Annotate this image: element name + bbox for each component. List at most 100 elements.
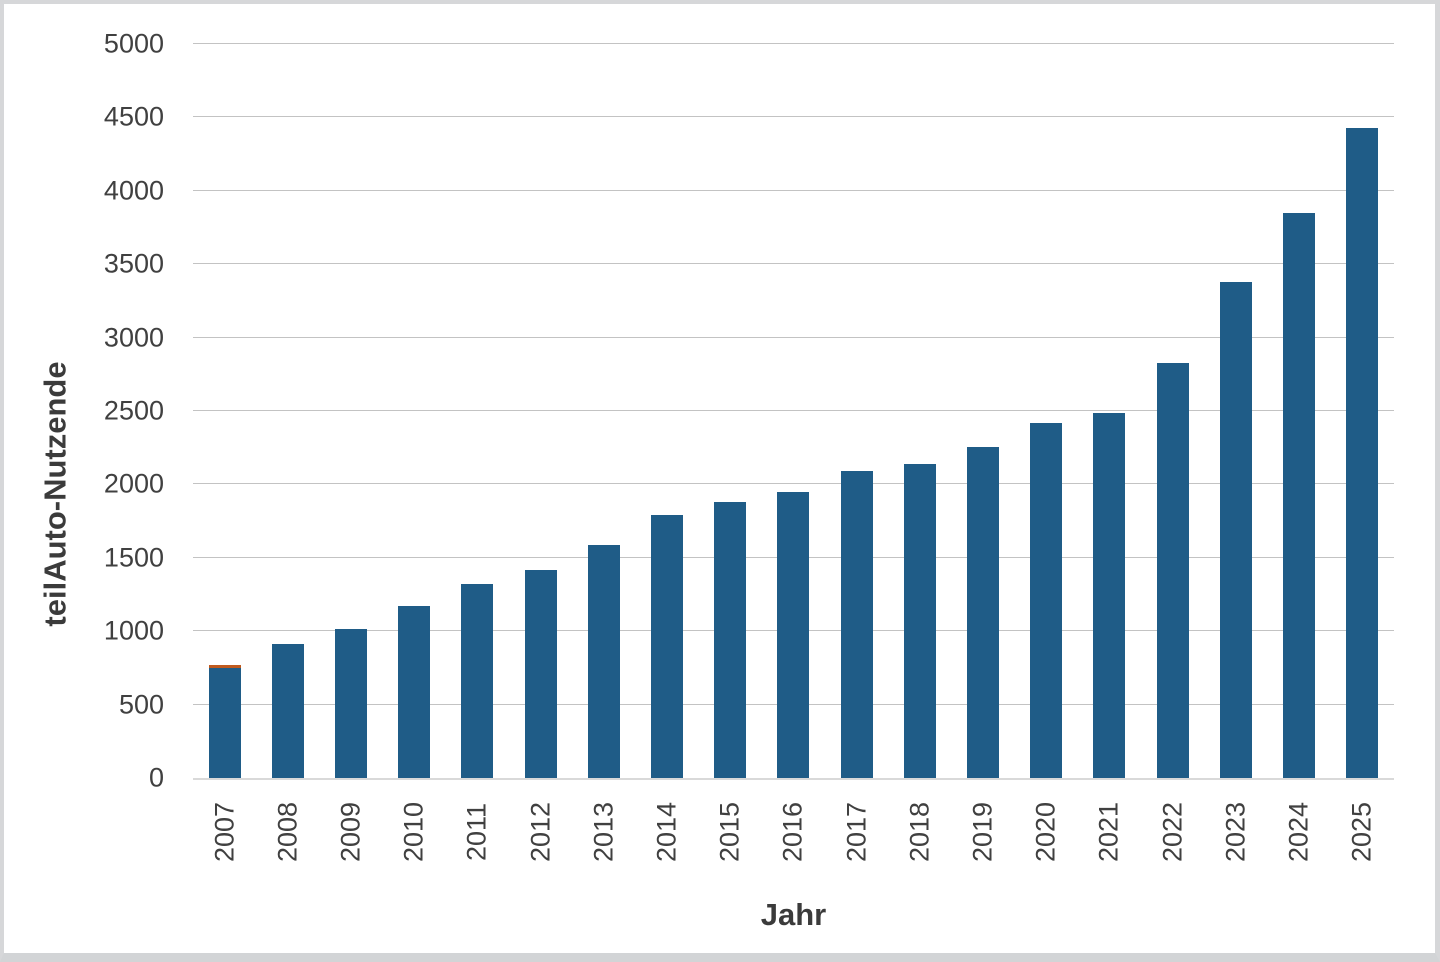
bar-slot: [762, 44, 825, 778]
x-tick-label: 2022: [1157, 801, 1188, 863]
bar-2008: [271, 643, 304, 778]
x-tick-label: 2013: [588, 801, 619, 863]
bar-2024: [1283, 212, 1316, 778]
bar-slot: [319, 44, 382, 778]
x-tick-slot: 2013: [572, 784, 635, 880]
gridline: [193, 116, 1394, 118]
y-tick-label: 1500: [103, 542, 164, 573]
x-tick-slot: 2025: [1331, 784, 1394, 880]
y-tick-label: 4500: [103, 101, 164, 132]
x-tick-slot: 2011: [446, 784, 509, 880]
x-tick-slot: 2012: [509, 784, 572, 880]
y-tick-label: 4000: [103, 175, 164, 206]
bar-slot: [1204, 44, 1267, 778]
x-tick-label: 2012: [525, 801, 556, 863]
bar-slot: [446, 44, 509, 778]
x-tick-slot: 2008: [256, 784, 319, 880]
bar-slot: [888, 44, 951, 778]
x-tick-label: 2008: [272, 801, 303, 863]
bar-2018: [903, 463, 936, 778]
y-tick-label: 500: [118, 689, 164, 720]
x-tick-label: 2018: [904, 801, 935, 863]
plot-area: [193, 43, 1394, 780]
bar-2014: [651, 514, 684, 778]
x-axis-title: Jahr: [760, 897, 827, 932]
bar-slot: [1141, 44, 1204, 778]
x-tick-slot: 2018: [888, 784, 951, 880]
x-tick-label: 2019: [967, 801, 998, 863]
x-tick-slot: 2009: [319, 784, 382, 880]
y-tick-label: 3500: [103, 248, 164, 279]
x-tick-label: 2010: [398, 801, 429, 863]
bar-2022: [1156, 362, 1189, 778]
bar-slot: [635, 44, 698, 778]
x-tick-label: 2007: [209, 801, 240, 863]
bar-slot: [951, 44, 1014, 778]
bar-slot: [383, 44, 446, 778]
y-tick-label: 5000: [103, 28, 164, 59]
x-tick-slot: 2021: [1078, 784, 1141, 880]
x-tick-label: 2014: [651, 801, 682, 863]
x-tick-label: 2020: [1030, 801, 1061, 863]
gridline: [193, 43, 1394, 44]
x-tick-slot: 2017: [825, 784, 888, 880]
bar-2010: [398, 606, 431, 778]
x-tick-slot: 2024: [1267, 784, 1330, 880]
x-tick-slot: 2023: [1204, 784, 1267, 880]
x-tick-label: 2009: [335, 801, 366, 863]
bar-slot: [1015, 44, 1078, 778]
bar-slot: [1078, 44, 1141, 778]
x-tick-slot: 2010: [383, 784, 446, 880]
bar-slot: [509, 44, 572, 778]
y-tick-label: 3000: [103, 322, 164, 353]
y-tick-label: 2500: [103, 395, 164, 426]
x-tick-label: 2017: [841, 801, 872, 863]
bar-2019: [967, 446, 1000, 778]
bar-2015: [714, 502, 747, 778]
gridline: [193, 483, 1394, 485]
x-tick-label: 2024: [1283, 801, 1314, 863]
y-axis-labels: 0 500 1000 1500 2000 2500 3000 3500 4000 4500 5000: [4, 30, 164, 791]
x-tick-label: 2023: [1220, 801, 1251, 863]
x-tick-label: 2011: [461, 802, 492, 862]
x-axis-labels: 2007 2008 2009 2010 2011 2012 2013 2014 2015 2016…: [193, 784, 1394, 880]
bar-2017: [840, 471, 873, 778]
x-tick-slot: 2015: [699, 784, 762, 880]
bar-cap-segment: [208, 664, 241, 668]
x-tick-slot: 2016: [762, 784, 825, 880]
x-tick-slot: 2019: [951, 784, 1014, 880]
gridline: [193, 189, 1394, 191]
bar-2021: [1093, 413, 1126, 778]
x-tick-slot: 2022: [1141, 784, 1204, 880]
x-tick-label: 2021: [1093, 801, 1124, 863]
bar-2020: [1030, 423, 1063, 778]
x-tick-slot: 2007: [193, 784, 256, 880]
bars-row: [193, 44, 1394, 778]
bar-slot: [193, 44, 256, 778]
bar-slot: [572, 44, 635, 778]
x-tick-label: 2025: [1346, 801, 1377, 863]
gridline: [193, 263, 1394, 265]
gridline: [193, 410, 1394, 411]
bar-2009: [335, 629, 367, 778]
gridline: [193, 336, 1394, 338]
bar-2025: [1346, 127, 1379, 778]
bar-2013: [587, 545, 620, 778]
x-tick-slot: 2020: [1015, 784, 1078, 880]
x-tick-slot: 2014: [635, 784, 698, 880]
bar-slot: [1331, 44, 1394, 778]
bar-2007: [208, 664, 241, 778]
bar-slot: [825, 44, 888, 778]
y-tick-label: 0: [148, 762, 164, 793]
y-tick-label: 1000: [103, 615, 164, 646]
bar-slot: [256, 44, 319, 778]
bar-slot: [1267, 44, 1330, 778]
bar-2016: [777, 491, 810, 778]
bar-2023: [1219, 281, 1252, 778]
bar-slot: [699, 44, 762, 778]
bar-2012: [524, 570, 557, 778]
x-tick-label: 2015: [714, 801, 745, 863]
bar-2011: [461, 584, 494, 778]
x-tick-label: 2016: [777, 801, 808, 863]
